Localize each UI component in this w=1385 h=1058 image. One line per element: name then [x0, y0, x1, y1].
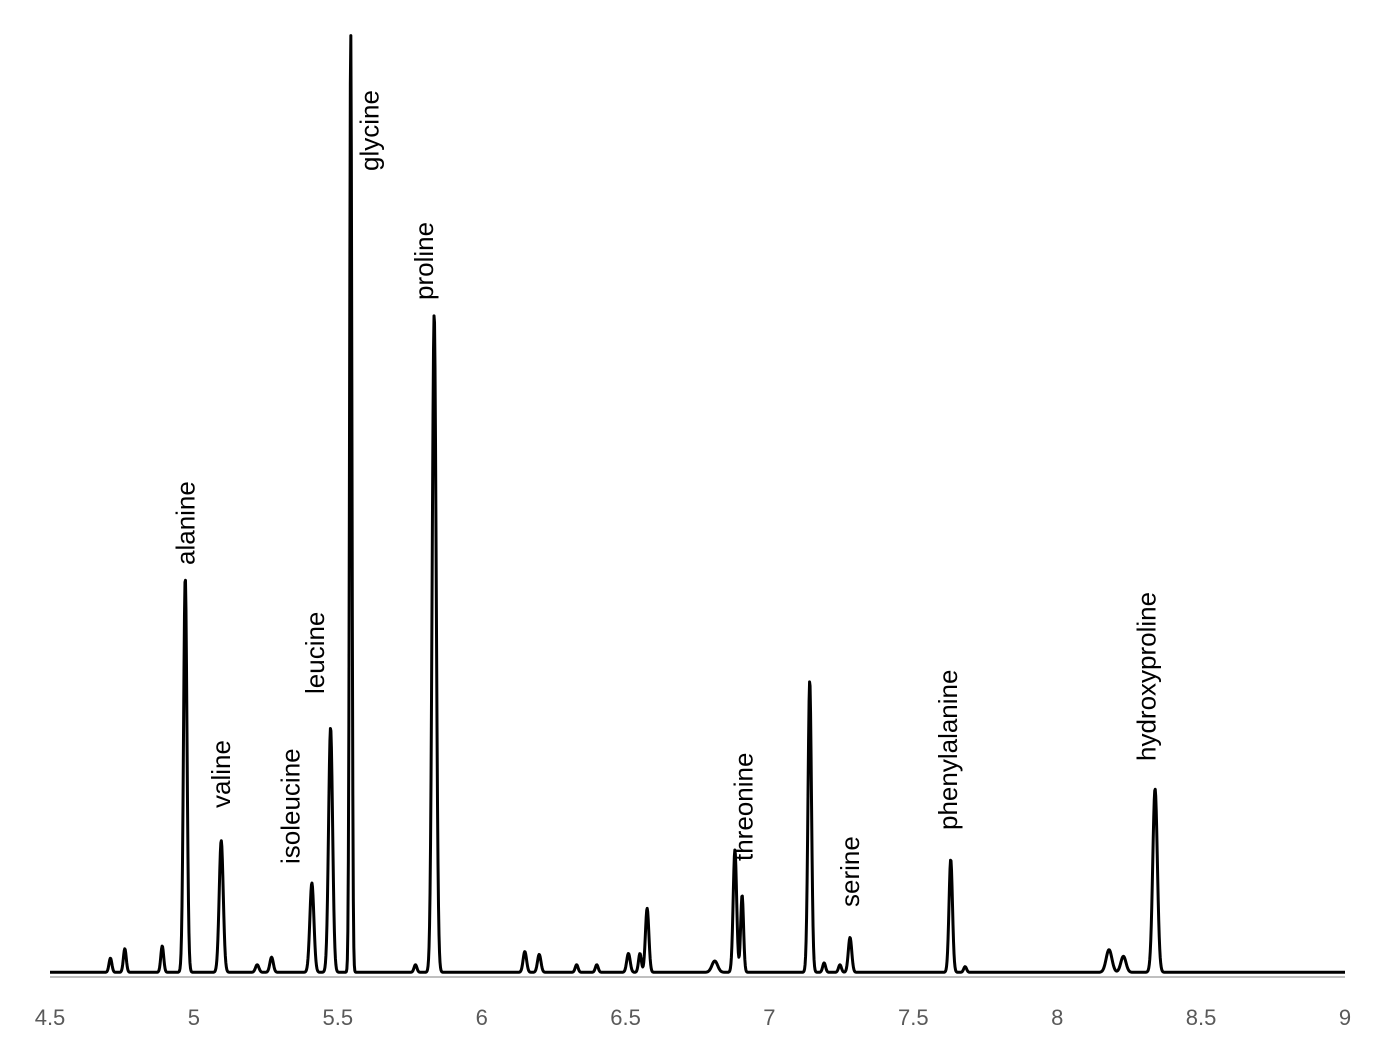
x-tick-label: 4.5: [35, 1005, 66, 1030]
x-tick-label: 9: [1339, 1005, 1351, 1030]
peak-label-isoleucine: isoleucine: [275, 748, 305, 864]
chromatogram-trace: [49, 34, 1346, 974]
peak-label-alanine: alanine: [170, 481, 200, 565]
peak-label-threonine: threonine: [729, 753, 759, 861]
peak-label-phenylalanine: phenylalanine: [933, 670, 963, 830]
x-tick-label: 5: [188, 1005, 200, 1030]
peak-label-valine: valine: [206, 740, 236, 808]
x-tick-label: 6.5: [610, 1005, 641, 1030]
peak-label-serine: serine: [835, 836, 865, 907]
peak-label-hydroxyproline: hydroxyproline: [1131, 592, 1161, 761]
x-tick-label: 8.5: [1186, 1005, 1217, 1030]
x-tick-label: 6: [476, 1005, 488, 1030]
peak-label-glycine: glycine: [354, 90, 384, 171]
peak-label-leucine: leucine: [300, 612, 330, 694]
x-tick-label: 7.5: [898, 1005, 929, 1030]
peak-label-proline: proline: [409, 222, 439, 300]
x-tick-label: 8: [1051, 1005, 1063, 1030]
peak-labels: alanine valine isoleucine leucine glycine pro…: [170, 90, 1161, 907]
x-tick-label: 7: [763, 1005, 775, 1030]
x-tick-labels: 4.5 5 5.5 6 6.5 7 7.5 8 8.5 9: [35, 1005, 1351, 1030]
x-tick-label: 5.5: [323, 1005, 354, 1030]
